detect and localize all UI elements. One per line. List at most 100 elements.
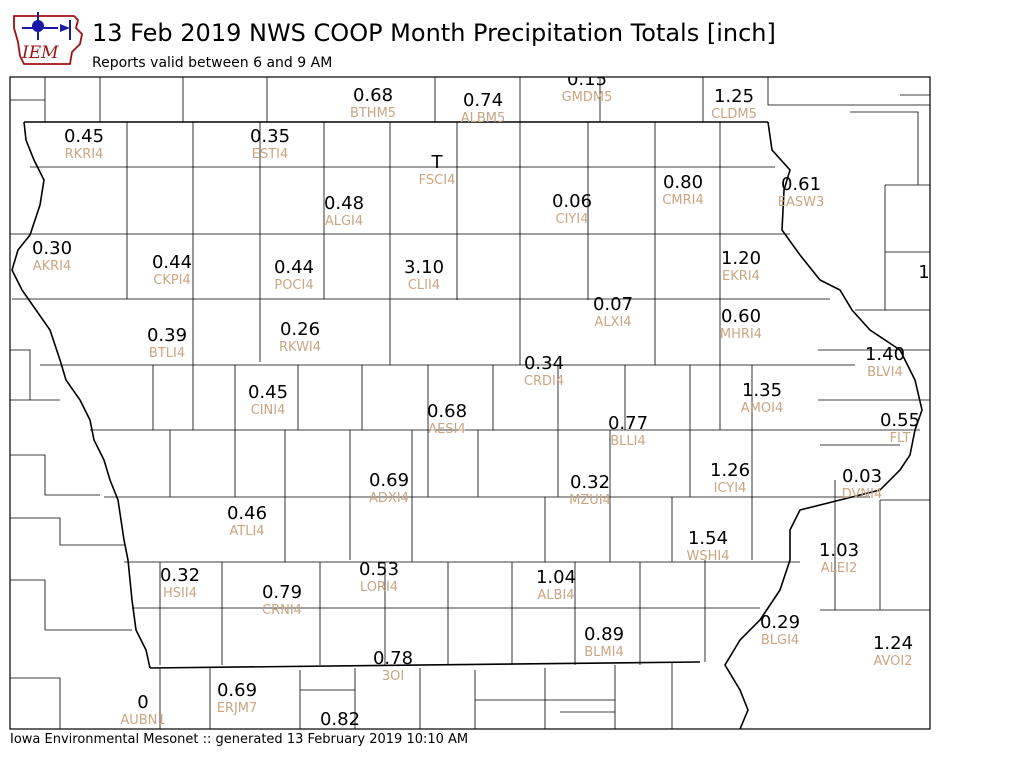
station-value: 0.78 [373,648,413,669]
station-id: MZUI4 [569,493,611,508]
station-id: RKWI4 [279,340,321,355]
station-id: 3OI [382,669,404,684]
station-value: 0.77 [608,413,648,434]
station-id: BTHM5 [350,106,396,121]
station-id: AKRI4 [33,259,72,274]
station-value: 1.26 [710,460,750,481]
station-value: 0.29 [760,612,800,633]
station-id: ERJM7 [217,701,258,716]
station-id: ALEI2 [821,561,857,576]
station-id: AUBN1 [120,713,165,728]
station-value: 3.10 [404,257,444,278]
station-id: BLLI4 [610,434,646,449]
map-subtitle: Reports valid between 6 and 9 AM [92,55,333,71]
station-value: 0.74 [463,90,503,111]
station-value: 0.15 [567,69,607,90]
station-id: CIYI4 [556,212,589,227]
station-value: 1.20 [721,248,761,269]
station-id: CRNI4 [262,603,302,618]
station-id: ESTI4 [252,147,289,162]
station-id: EASW3 [778,195,824,210]
station-value: 1.24 [873,633,913,654]
map-frame [9,76,931,730]
station-id: ADXI4 [369,491,409,506]
logo-text: IEM [21,43,59,63]
station-id: ALBM5 [461,111,506,126]
station-value: 1.25 [714,86,754,107]
station-value: 0.44 [274,257,314,278]
station-value: 1.04 [536,567,576,588]
station-id: ATLI4 [229,524,264,539]
station-id: RKRI4 [65,147,104,162]
station-value: 0.03 [842,466,882,487]
station-value: 0.68 [353,85,393,106]
station-value: 1.54 [688,528,728,549]
station-id: FLT [890,431,911,446]
station-marker: 1 [918,262,929,283]
station-value: 1.35 [742,380,782,401]
station-id: EKRI4 [722,269,760,284]
station-value: 0.45 [248,382,288,403]
station-value: 0.60 [721,306,761,327]
footer-text: Iowa Environmental Mesonet :: generated … [10,732,469,747]
station-value: 0.06 [552,191,592,212]
station-id: AESI4 [428,422,465,437]
station-value: 0.32 [570,472,610,493]
station-id: CRDI4 [524,374,564,389]
station-id: LORI4 [360,580,398,595]
station-id: ALXI4 [594,315,631,330]
station-value: 0.55 [880,410,920,431]
station-value: 1.03 [819,540,859,561]
station-id: HSII4 [163,586,197,601]
station-id: BTLI4 [149,346,185,361]
station-value: 0.35 [250,126,290,147]
station-value: 0.68 [427,401,467,422]
station-value: 0.89 [584,624,624,645]
station-id: CMRI4 [662,193,703,208]
station-value: 0.45 [64,126,104,147]
station-id: BLGI4 [761,633,799,648]
county-lines [10,77,930,729]
station-id: CKPI4 [153,273,191,288]
station-id: DVNI4 [842,487,883,502]
station-id: WSHI4 [687,549,730,564]
station-value: 0.48 [324,193,364,214]
station-value: 0.82 [320,709,360,730]
station-value: 0.26 [280,319,320,340]
station-value: 0.53 [359,559,399,580]
station-id: CINI4 [251,403,286,418]
station-id: BLMI4 [584,645,623,660]
station-value: 1 [918,262,929,283]
station-id: MHRI4 [720,327,762,342]
